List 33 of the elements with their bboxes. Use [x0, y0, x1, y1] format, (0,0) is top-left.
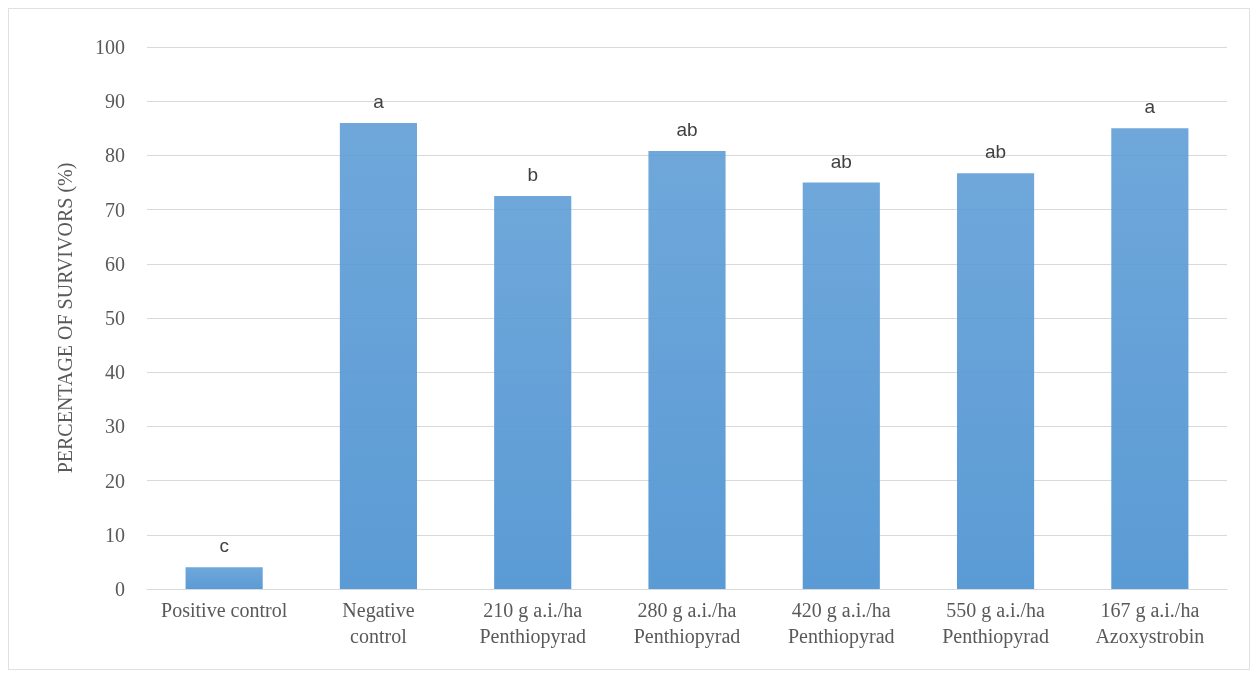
y-tick-label: 90	[105, 90, 125, 113]
bar	[494, 196, 572, 589]
bar	[802, 182, 880, 589]
x-tick-label: 420 g a.i./ha Penthiopyrad	[787, 599, 895, 648]
y-tick-label: 80	[105, 144, 125, 167]
y-tick-label: 10	[105, 523, 125, 546]
x-tick-label: 550 g a.i./ha Penthiopyrad	[942, 599, 1049, 648]
annotation: ab	[676, 119, 698, 141]
bar	[1111, 128, 1189, 589]
y-tick-label: 50	[105, 307, 125, 329]
y-tick-label: 0	[115, 578, 125, 600]
annotation: ab	[985, 141, 1007, 163]
bar	[957, 173, 1035, 589]
x-tick-label: 210 g a.i./ha Penthiopyrad	[479, 599, 587, 648]
annotation: b	[527, 164, 538, 186]
y-axis-title: PERCENTAGE OF SURVIVORS (%)	[54, 162, 77, 474]
bar	[339, 122, 417, 589]
y-tick-label: 30	[105, 415, 125, 438]
x-tick-label: 167 g a.i./ha Azoxystrobin	[1095, 599, 1205, 648]
y-tick-label: 40	[105, 361, 125, 384]
y-tick-label: 100	[95, 36, 125, 58]
bar	[185, 567, 263, 589]
x-tick-label: Negative control	[342, 599, 415, 647]
y-tick-label: 20	[105, 469, 125, 492]
y-tick-label: 70	[105, 198, 125, 221]
bar	[648, 151, 726, 589]
annotation: a	[1144, 96, 1156, 118]
y-tick-label: 60	[105, 252, 125, 275]
x-tick-label: Positive control	[161, 599, 288, 621]
annotation: c	[219, 535, 229, 557]
x-tick-label: 280 g a.i./ha Penthiopyrad	[633, 599, 741, 648]
annotation: ab	[830, 150, 852, 172]
annotation: a	[373, 90, 385, 112]
